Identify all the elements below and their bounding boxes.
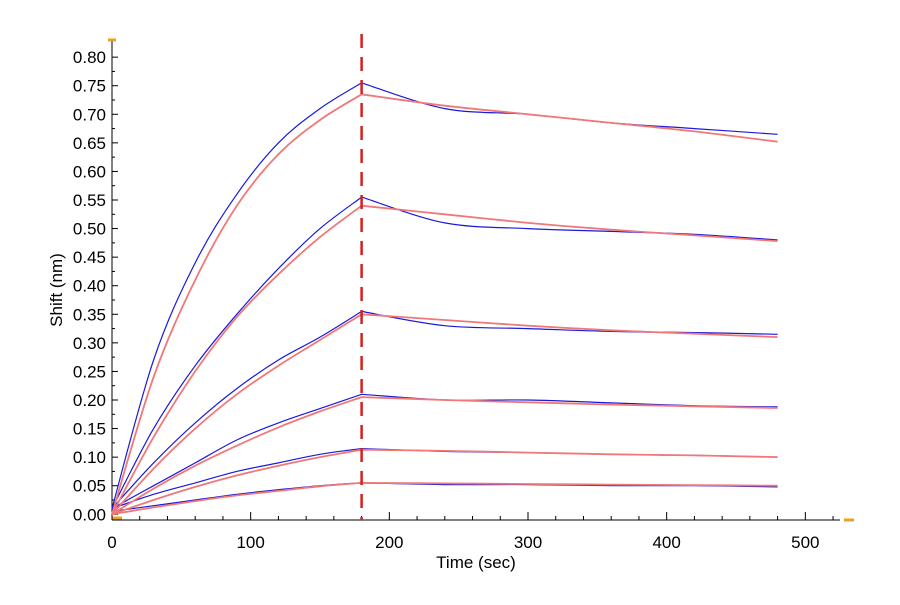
y-tick-label: 0.65: [73, 134, 106, 153]
x-tick-label: 400: [652, 533, 680, 552]
measured-curve: [111, 82, 778, 509]
y-tick-label: 0.40: [73, 277, 106, 296]
axes: 0.00 0.05 0.10 0.15 0.20 0.25 0.30 0.35 0.40 0.45…: [73, 38, 854, 552]
y-tick-label: 0.70: [73, 105, 106, 124]
fit-curve: [111, 396, 778, 516]
x-tick-label: 300: [514, 533, 542, 552]
measured-curve: [111, 196, 778, 509]
y-tick-label: 0.05: [73, 477, 106, 496]
y-tick-label: 0.80: [73, 48, 106, 67]
y-tick-label: 0.45: [73, 248, 106, 267]
measured-curve: [111, 393, 778, 510]
x-tick-label: 100: [236, 533, 264, 552]
y-tick-label: 0.00: [73, 505, 106, 524]
y-tick-label: 0.60: [73, 162, 106, 181]
x-axis-title: Time (sec): [436, 553, 516, 572]
x-tick-label: 200: [375, 533, 403, 552]
y-tick-label: 0.30: [73, 334, 106, 353]
y-tick-label: 0.15: [73, 420, 106, 439]
fit-curve: [111, 204, 778, 515]
x-tick-label: 0: [107, 533, 116, 552]
fit-curve: [111, 448, 778, 516]
fit-curve: [111, 481, 778, 516]
y-tick-label: 0.10: [73, 448, 106, 467]
y-tick-label: 0.55: [73, 191, 106, 210]
y-tick-label: 0.35: [73, 305, 106, 324]
series-layer: [111, 82, 778, 516]
y-tick-label: 0.75: [73, 77, 106, 96]
x-tick-label: 500: [791, 533, 819, 552]
y-axis-title: Shift (nm): [47, 253, 66, 327]
y-tick-label: 0.50: [73, 220, 106, 239]
y-tick-label: 0.25: [73, 362, 106, 381]
measured-curve: [111, 482, 778, 512]
measured-curve: [111, 310, 778, 510]
y-tick-label: 0.20: [73, 391, 106, 410]
fit-curve: [111, 93, 778, 515]
